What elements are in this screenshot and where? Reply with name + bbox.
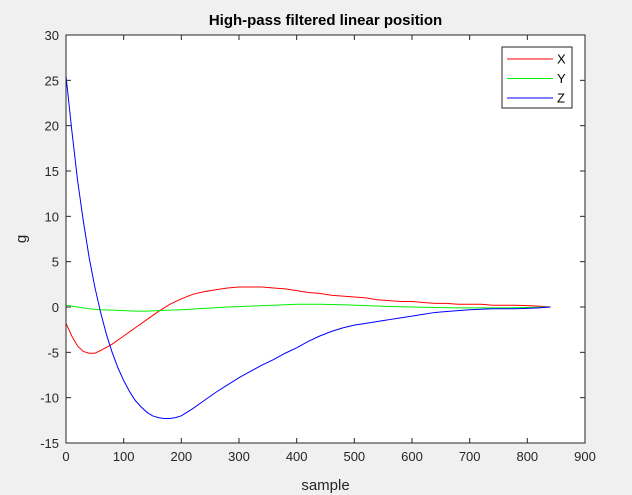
x-axis: 0 100 200 300 400 500 600 700 800 900 [62,35,596,464]
x-tick-label: 500 [343,449,365,464]
y-tick-label: 10 [45,209,59,224]
y-tick-label: -10 [40,391,59,406]
y-tick-label: -15 [40,436,59,451]
legend-label-x: X [557,52,566,67]
y-tick-label: 30 [45,28,59,43]
x-axis-label: sample [301,477,349,494]
chart-title: High-pass filtered linear position [209,12,442,29]
axes-frame [65,34,586,444]
x-tick-label: 0 [62,449,69,464]
x-tick-label: 100 [113,449,135,464]
x-tick-label: 600 [401,449,423,464]
y-tick-label: 15 [45,164,59,179]
series-line-y [65,303,551,312]
y-axis: -15 -10 -5 0 5 10 15 20 25 30 [40,28,585,451]
legend: XYZ [501,46,573,109]
x-tick-label: 800 [516,449,538,464]
y-tick-label: 0 [52,300,59,315]
y-tick-label: 25 [45,73,59,88]
legend-label-y: Y [557,71,566,86]
legend-label-z: Z [557,91,565,106]
x-tick-label: 900 [574,449,596,464]
y-tick-label: 20 [45,119,59,134]
x-tick-label: 200 [170,449,192,464]
x-tick-label: 700 [459,449,481,464]
x-tick-label: 300 [228,449,250,464]
y-tick-label: -5 [47,345,59,360]
y-axis-label: g [13,235,30,243]
series-line-x [65,286,551,354]
y-tick-label: 5 [52,255,59,270]
axes-background [66,35,585,443]
x-tick-label: 400 [286,449,308,464]
series-line-z [65,75,551,420]
plot-lines [65,75,551,420]
